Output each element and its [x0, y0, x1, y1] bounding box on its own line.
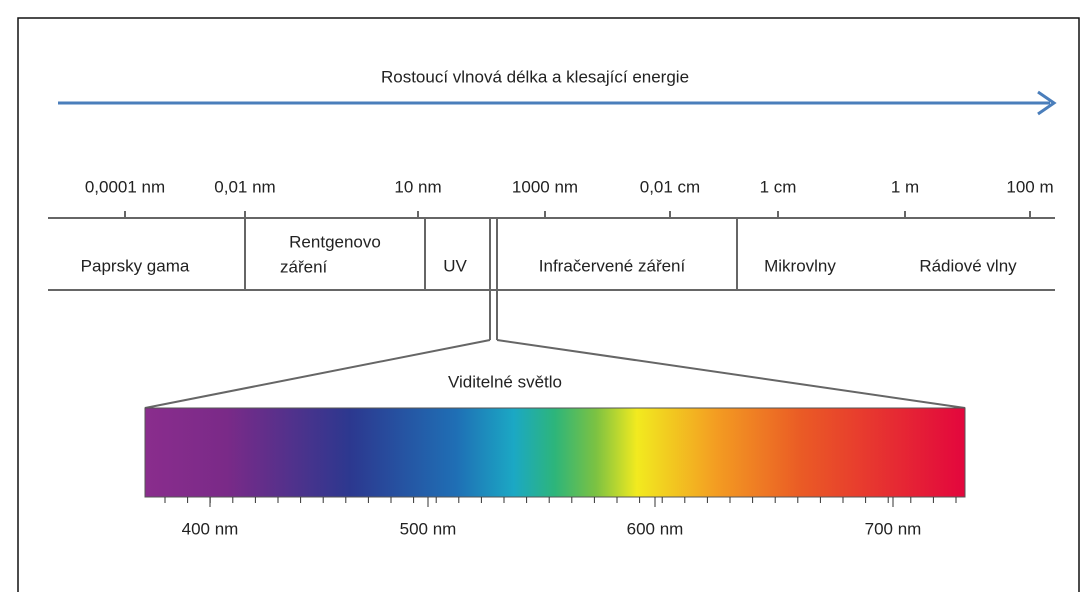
- scale-label: 0,01 nm: [214, 177, 275, 196]
- arrow-head: [1037, 90, 1057, 116]
- scale-label: 10 nm: [394, 177, 441, 196]
- region-label: Rádiové vlny: [919, 256, 1017, 275]
- scale-label: 0,01 cm: [640, 177, 700, 196]
- scale-label: 1000 nm: [512, 177, 578, 196]
- scale-label: 1 cm: [760, 177, 797, 196]
- region-label: Infračervené záření: [539, 256, 686, 275]
- scale-label: 100 m: [1006, 177, 1053, 196]
- region-label: UV: [443, 256, 467, 275]
- visible-tick-label: 700 nm: [865, 519, 922, 538]
- region-label: Paprsky gama: [81, 256, 190, 275]
- scale-label: 0,0001 nm: [85, 177, 165, 196]
- arrow-title: Rostoucí vlnová délka a klesající energi…: [381, 67, 689, 86]
- region-label: Rentgenovo: [289, 232, 381, 251]
- visible-label: Viditelné světlo: [448, 372, 562, 391]
- visible-tick-label: 500 nm: [400, 519, 457, 538]
- visible-tick-label: 400 nm: [182, 519, 239, 538]
- regions: Paprsky gama Rentgenovo záření UV Infračerve…: [81, 232, 1017, 276]
- scale: 0,0001 nm 0,01 nm 10 nm 1000 nm 0,01 cm 1 cm 1…: [85, 177, 1054, 218]
- frame: [17, 17, 1080, 592]
- region-label: Mikrovlny: [764, 256, 836, 275]
- dividers: [144, 218, 966, 409]
- visible-ticks: 400 nm 500 nm 600 nm 700 nm: [164, 497, 957, 538]
- spectrum: [144, 407, 966, 498]
- region-label: záření: [280, 257, 328, 276]
- scale-label: 1 m: [891, 177, 919, 196]
- visible-tick-label: 600 nm: [627, 519, 684, 538]
